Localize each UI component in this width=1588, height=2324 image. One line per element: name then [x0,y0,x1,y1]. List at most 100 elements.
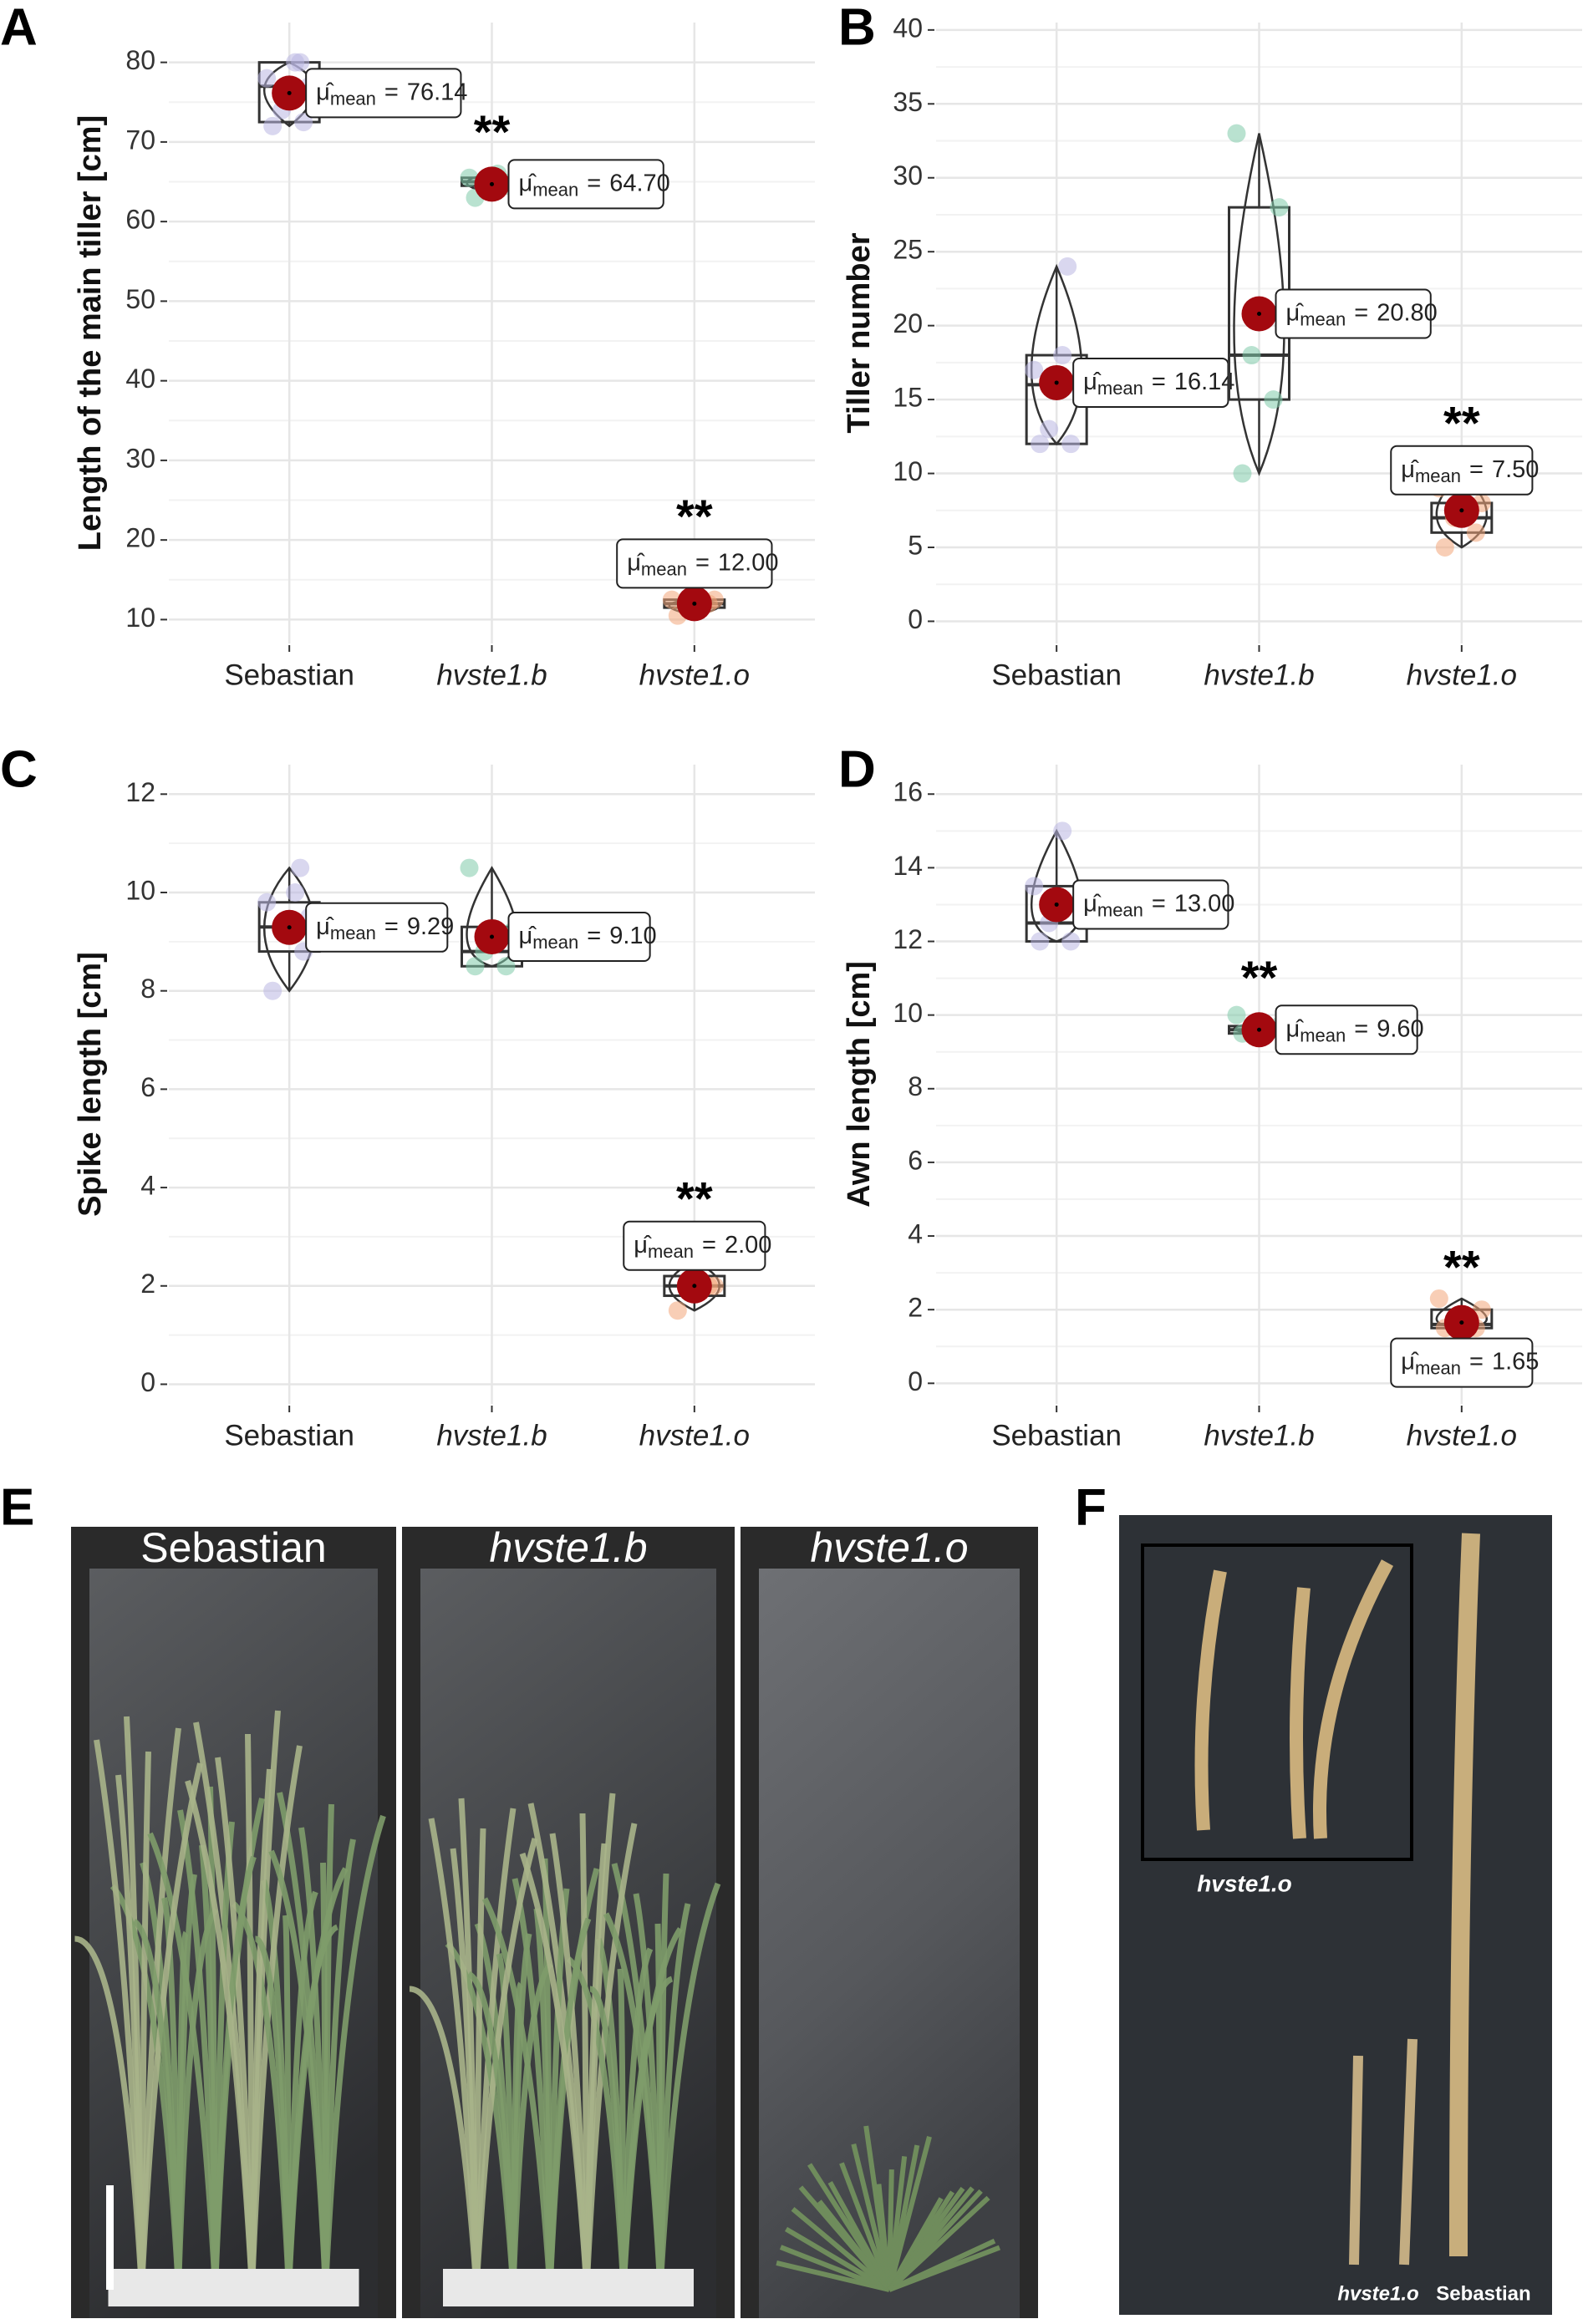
mean-subscript: mean [532,179,578,200]
data-point [1466,523,1485,542]
mean-label-box [1390,445,1534,496]
photo [1119,1515,1552,2315]
plant-leaf [588,1986,627,2291]
data-point [1429,1289,1448,1308]
mean-dot [490,181,494,186]
data-point [1053,346,1072,365]
mean-value: 64.70 [609,170,670,196]
mean-symbol: μ̂ [1083,890,1102,917]
data-point [1053,821,1072,841]
mean-label-box [1072,879,1229,930]
plant-leaf [176,1930,189,2291]
data-point [1040,420,1059,439]
mean-value: 13.00 [1174,890,1235,917]
y-tick-label: 6 [140,1072,155,1102]
mean-label-box [616,538,773,589]
inset-frame [1141,1543,1413,1861]
mean-equals: = [1469,455,1484,482]
plant-leaf [450,1848,480,2291]
mean-value: 1.65 [1492,1348,1539,1375]
mean-subscript: mean [1415,465,1461,486]
data-point [1435,538,1454,557]
plant-leaf [254,1935,292,2291]
mean-label-box [507,159,664,210]
plant-leaf [776,2260,890,2292]
mean-subscript: mean [1415,1357,1461,1378]
mean-label: μ̂mean = 9.60 [1286,1015,1424,1045]
mean-value: 9.29 [407,913,454,939]
data-point [257,69,277,88]
mean-subscript: mean [1300,1025,1346,1045]
data-point [291,53,310,72]
y-tick-label: 30 [125,443,155,473]
y-tick-label: 35 [893,87,923,117]
mean-label-box [1275,1004,1418,1055]
mean-value: 12.00 [718,549,779,576]
mean-symbol: μ̂ [627,549,645,576]
panel-label: F [1075,1478,1107,1536]
y-tick-label: 16 [893,777,923,807]
mean-equals: = [1152,890,1166,917]
mean-value: 9.10 [609,923,656,949]
mean-equals: = [1354,299,1368,326]
x-tick-label: Sebastian [991,1419,1122,1452]
mean-dot [1257,1027,1261,1032]
y-tick-label: 30 [893,160,923,191]
y-tick-label: 20 [893,308,923,338]
y-tick-label: 5 [908,530,923,560]
mean-symbol: μ̂ [316,913,334,939]
x-tick-label: hvste1.b [436,1419,547,1452]
mean-symbol: μ̂ [1401,1348,1419,1375]
mean-label: μ̂mean = 76.14 [316,79,467,109]
mean-dot [1459,1320,1464,1325]
mean-equals: = [1469,1348,1484,1375]
data-point [460,858,479,877]
data-point [1058,257,1077,276]
plant-leaf [779,2245,891,2292]
panel-label: E [0,1478,34,1536]
scale-bar [106,2185,114,2290]
mean-subscript: mean [648,1241,694,1262]
mean-equals: = [384,79,399,105]
y-tick-label: 40 [125,364,155,394]
x-tick-label: hvste1.b [1204,659,1314,691]
plant-leaf [817,2199,892,2291]
plant-leaf [533,1908,553,2291]
mean-value: 2.00 [725,1231,771,1258]
plant-leaf [147,1832,218,2291]
y-tick-label: 2 [908,1293,923,1323]
plant-leaf [320,1862,328,2291]
y-tick-label: 0 [908,1366,923,1396]
mean-subscript: mean [330,88,376,109]
y-tick-label: 10 [125,875,155,905]
data-point [1227,1005,1246,1025]
y-tick-label: 6 [908,1145,923,1175]
y-tick-label: 10 [893,998,923,1028]
plant-leaf [887,2136,932,2291]
x-tick-label: Sebastian [224,659,354,691]
mean-equals: = [1152,369,1166,395]
y-tick-label: 4 [908,1219,923,1249]
mean-label: μ̂mean = 16.14 [1083,369,1234,399]
y-axis-title: Spike length [cm] [73,952,108,1217]
pot [443,2269,694,2306]
y-tick-label: 8 [908,1071,923,1101]
mean-dot [1054,380,1059,385]
mean-value: 9.60 [1377,1015,1423,1042]
y-tick-label: 15 [893,383,923,413]
panel-label: A [0,0,38,56]
mean-subscript: mean [330,923,376,943]
plant-leaf [839,2162,892,2291]
mean-label: μ̂mean = 20.80 [1286,299,1438,329]
mean-value: 76.14 [407,79,468,105]
photo-caption: Sebastian [1436,2282,1530,2305]
x-tick-label: hvste1.b [436,659,547,691]
mean-label-box [305,68,462,119]
mean-dot [490,934,494,939]
plant-leaf [654,1923,664,2291]
x-tick-label: hvste1.b [1204,1419,1314,1452]
mean-label: μ̂mean = 1.65 [1401,1348,1539,1378]
data-point [466,957,485,976]
plant-leaf [791,2207,891,2292]
